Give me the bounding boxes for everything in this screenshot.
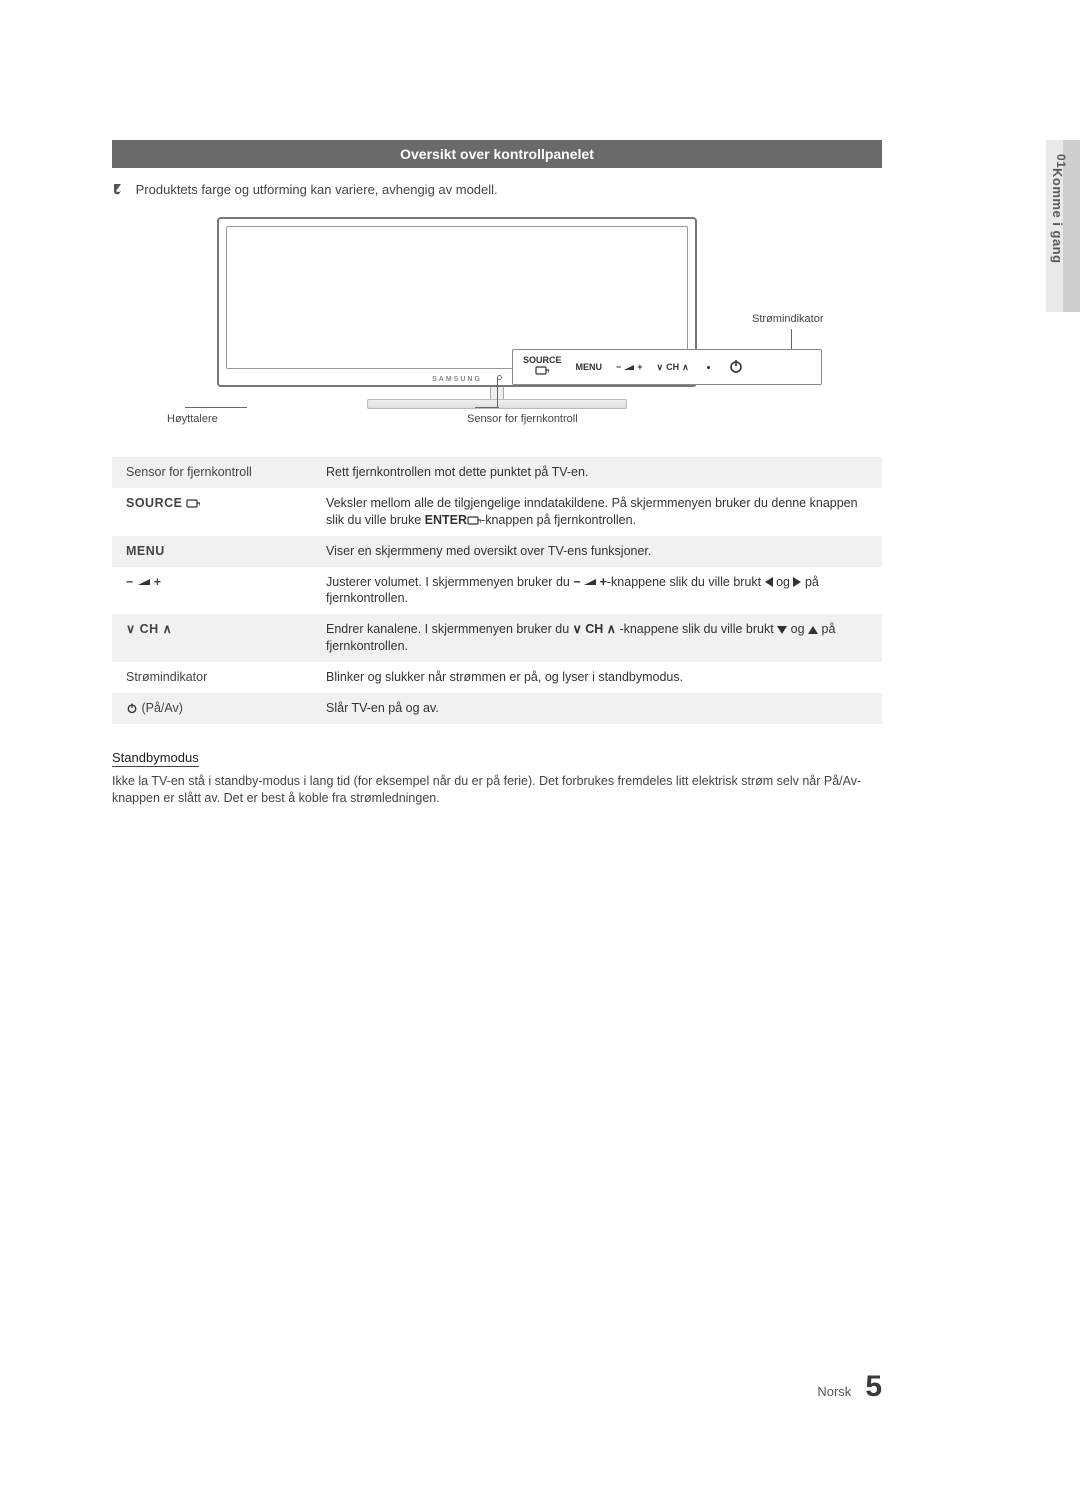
tv-brand: SAMSUNG — [432, 376, 482, 383]
side-tab-number: 01 — [1054, 154, 1068, 168]
power-icon — [728, 358, 744, 376]
standby-body: Ikke la TV-en stå i standby-modus i lang… — [112, 773, 882, 807]
table-row: ∨ CH ∧Endrer kanalene. I skjermmenyen br… — [112, 614, 882, 662]
section-title: Oversikt over kontrollpanelet — [112, 140, 882, 168]
table-row: MENUViser en skjermmeny med oversikt ove… — [112, 536, 882, 567]
table-row: (På/Av)Slår TV-en på og av. — [112, 693, 882, 724]
standby-heading: Standbymodus — [112, 750, 199, 767]
side-tab: 01 Komme i gang — [1046, 140, 1080, 312]
panel-menu: MENU — [576, 362, 603, 372]
label-ir-sensor: Sensor for fjernkontroll — [467, 413, 578, 425]
controls-table: Sensor for fjernkontrollRett fjernkontro… — [112, 457, 882, 724]
tv-diagram: SAMSUNG SOURCE MENU −+ ∨CH∧ — [167, 217, 827, 427]
enter-icon — [535, 366, 549, 379]
page-footer: Norsk 5 — [817, 1370, 882, 1404]
side-tab-label: Komme i gang — [1050, 168, 1065, 264]
page-content: Oversikt over kontrollpanelet Produktets… — [112, 140, 882, 807]
table-row: Sensor for fjernkontrollRett fjernkontro… — [112, 457, 882, 488]
panel-source: SOURCE — [523, 356, 562, 379]
button-panel: SOURCE MENU −+ ∨CH∧ — [512, 349, 822, 385]
panel-volume: −+ — [616, 362, 643, 372]
footer-lang: Norsk — [817, 1384, 851, 1399]
table-row: − +Justerer volumet. I skjermmenyen bruk… — [112, 567, 882, 615]
panel-channel: ∨CH∧ — [657, 362, 689, 373]
table-row: SOURCE Veksler mellom alle de tilgjengel… — [112, 488, 882, 536]
label-power-indicator: Strømindikator — [752, 313, 824, 325]
note: Produktets farge og utforming kan varier… — [112, 182, 882, 199]
note-icon — [112, 182, 126, 199]
label-speakers: Høyttalere — [167, 413, 218, 425]
table-row: StrømindikatorBlinker og slukker når str… — [112, 662, 882, 693]
footer-page: 5 — [865, 1370, 882, 1404]
